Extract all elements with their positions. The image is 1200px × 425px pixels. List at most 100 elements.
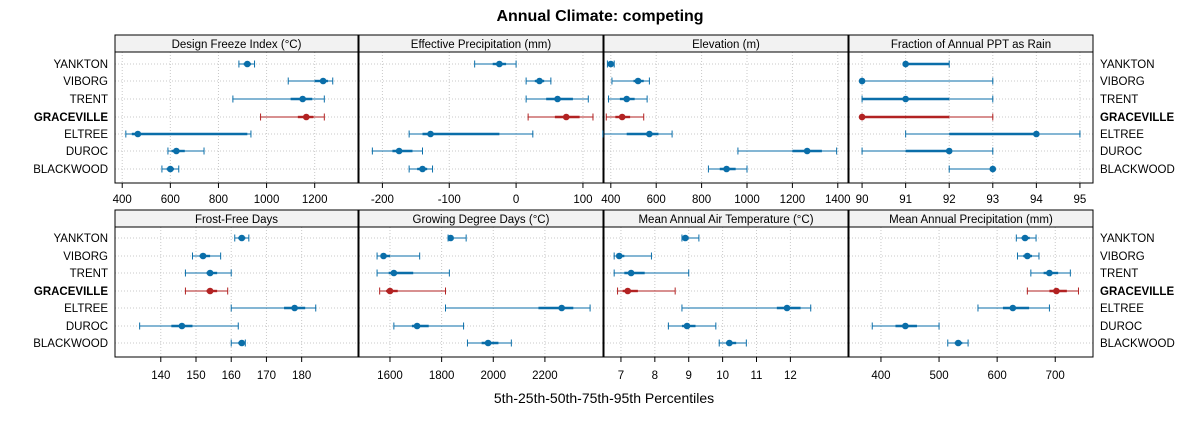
x-tick-label: 1400	[825, 194, 851, 206]
panel-title: Mean Annual Air Temperature (°C)	[638, 214, 813, 226]
x-tick-label: 2000	[480, 370, 506, 382]
median-point	[1009, 304, 1017, 312]
site-label-left: YANKTON	[53, 59, 108, 71]
x-tick-label: 600	[161, 194, 180, 206]
panel-plot-area	[115, 227, 358, 357]
median-point	[380, 252, 387, 260]
median-point	[386, 287, 394, 295]
site-label-right: GRACEVILLE	[1100, 112, 1174, 124]
panel-border	[848, 226, 1094, 358]
median-point	[319, 77, 327, 85]
x-tick-label: 0	[513, 194, 519, 206]
x-tick-label: 600	[988, 370, 1007, 382]
median-point	[682, 234, 689, 242]
median-point	[803, 147, 811, 155]
site-label-right: ELTREE	[1100, 129, 1144, 141]
x-tick-label: 140	[151, 370, 170, 382]
site-label-right: YANKTON	[1100, 59, 1155, 71]
median-point	[683, 322, 691, 330]
x-tick-label: 8	[652, 370, 658, 382]
panel-title: Fraction of Annual PPT as Rain	[891, 39, 1051, 51]
x-tick-label: 9	[686, 370, 692, 382]
median-point	[554, 95, 561, 103]
panel-border	[848, 51, 1094, 184]
x-tick-label: 400	[601, 194, 620, 206]
panel-title: Elevation (m)	[692, 39, 760, 51]
median-point	[536, 77, 543, 85]
median-point	[615, 252, 623, 260]
site-label-right: BLACKWOOD	[1100, 338, 1175, 350]
median-point	[199, 252, 207, 260]
median-point	[484, 339, 492, 347]
median-point	[299, 95, 306, 103]
median-point	[726, 339, 733, 347]
x-tick-label: 1200	[780, 194, 806, 206]
site-label-right: DUROC	[1100, 146, 1142, 158]
site-label-left: VIBORG	[63, 76, 108, 88]
x-tick-label: 92	[943, 194, 956, 206]
median-point	[1053, 287, 1060, 295]
x-tick-label: -100	[438, 194, 461, 206]
x-tick-label: 1000	[254, 194, 280, 206]
median-point	[634, 77, 642, 85]
panel-title: Frost-Free Days	[195, 214, 278, 226]
x-tick-label: 93	[986, 194, 999, 206]
median-point	[178, 322, 186, 330]
x-tick-label: 100	[573, 194, 592, 206]
panel-title: Effective Precipitation (mm)	[411, 39, 552, 51]
median-point	[646, 130, 653, 138]
site-label-left: DUROC	[66, 321, 108, 333]
median-point	[496, 60, 503, 68]
panel-border	[358, 51, 604, 184]
x-tick-label: 91	[899, 194, 912, 206]
x-tick-label: 11	[751, 370, 763, 382]
x-axis-label: 5th-25th-50th-75th-95th Percentiles	[494, 390, 714, 406]
x-tick-label: 10	[716, 370, 729, 382]
panel-border	[603, 51, 849, 184]
median-point	[238, 234, 246, 242]
median-point	[447, 234, 454, 242]
x-tick-label: 12	[784, 370, 797, 382]
x-tick-label: 160	[222, 370, 241, 382]
median-point	[783, 304, 791, 312]
chart-title: Annual Climate: competing	[496, 8, 703, 25]
site-label-left: GRACEVILLE	[34, 286, 108, 298]
median-point	[413, 322, 421, 330]
median-point	[167, 165, 174, 173]
site-label-right: GRACEVILLE	[1100, 286, 1174, 298]
median-point	[291, 304, 298, 312]
x-tick-label: 700	[1046, 370, 1065, 382]
x-tick-label: 2200	[532, 370, 558, 382]
median-point	[623, 95, 630, 103]
x-tick-label: 1200	[302, 194, 328, 206]
site-label-right: TRENT	[1100, 268, 1138, 280]
panel-border	[603, 226, 849, 358]
median-point	[858, 77, 866, 85]
median-point	[173, 147, 180, 155]
median-point	[618, 113, 626, 121]
site-label-right: VIBORG	[1100, 251, 1145, 263]
site-label-right: YANKTON	[1100, 233, 1155, 245]
median-point	[558, 304, 565, 312]
x-tick-label: 94	[1030, 194, 1043, 206]
median-point	[390, 269, 398, 277]
panel-border	[358, 226, 604, 358]
site-label-left: TRENT	[70, 268, 108, 280]
site-label-left: YANKTON	[53, 233, 108, 245]
site-label-left: ELTREE	[64, 129, 108, 141]
x-tick-label: 1600	[377, 370, 403, 382]
median-point	[1021, 234, 1029, 242]
median-point	[1024, 252, 1031, 260]
site-label-left: DUROC	[66, 146, 108, 158]
median-point	[244, 60, 251, 68]
panel-plot-area	[359, 227, 603, 357]
site-label-left: ELTREE	[64, 303, 108, 315]
site-label-right: ELTREE	[1100, 303, 1144, 315]
site-label-right: TRENT	[1100, 94, 1138, 106]
median-point	[134, 130, 142, 138]
median-point	[954, 339, 962, 347]
x-tick-label: 500	[929, 370, 948, 382]
x-tick-label: -200	[371, 194, 394, 206]
x-tick-label: 95	[1074, 194, 1087, 206]
